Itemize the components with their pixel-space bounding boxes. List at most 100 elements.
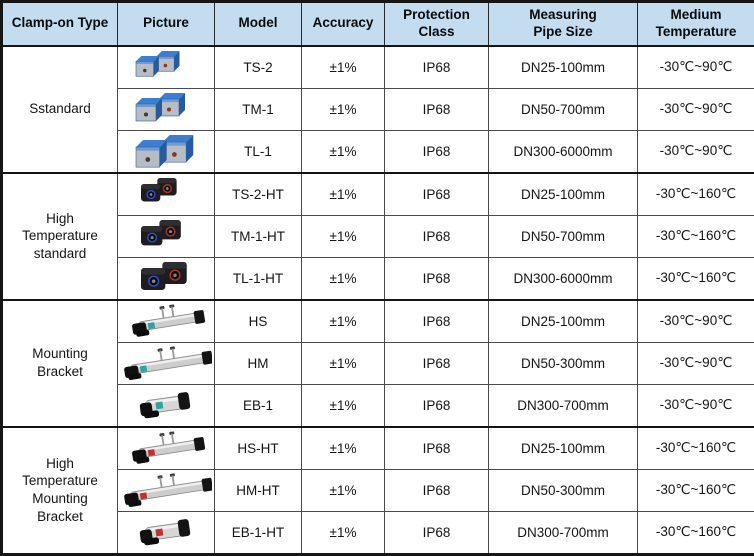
column-header-model: Model [215,2,302,46]
pipe-size-cell: DN300-700mm [489,384,638,427]
model-cell: HS-HT [215,427,302,470]
model-cell: HM-HT [215,469,302,511]
clamp-on-type-cell: Sstandard [2,46,118,173]
protection-class-cell: IP68 [385,88,489,130]
temperature-cell: -30℃~90℃ [638,384,754,427]
temperature-cell: -30℃~160℃ [638,469,754,511]
temperature-cell: -30℃~90℃ [638,342,754,384]
temperature-cell: -30℃~160℃ [638,257,754,300]
accuracy-cell: ±1% [302,469,385,511]
temperature-cell: -30℃~160℃ [638,427,754,470]
model-cell: TL-1-HT [215,257,302,300]
picture-cell [118,342,215,384]
protection-class-cell: IP68 [385,300,489,343]
accuracy-cell: ±1% [302,46,385,89]
picture-cell [118,257,215,300]
blue-transducer-pair-small-image [122,47,210,85]
protection-class-cell: IP68 [385,427,489,470]
clamp-on-type-cell: High Temperature standard [2,173,118,300]
black-transducer-pair-small-image [122,174,210,212]
pipe-size-cell: DN25-100mm [489,300,638,343]
pipe-size-cell: DN300-6000mm [489,257,638,300]
accuracy-cell: ±1% [302,427,385,470]
pipe-size-cell: DN300-700mm [489,511,638,554]
accuracy-cell: ±1% [302,130,385,173]
accuracy-cell: ±1% [302,257,385,300]
column-header-type: Clamp-on Type [2,2,118,46]
picture-cell [118,130,215,173]
protection-class-cell: IP68 [385,173,489,216]
model-cell: HS [215,300,302,343]
bracket-rail-red-image [120,428,212,466]
temperature-cell: -30℃~90℃ [638,300,754,343]
model-cell: TM-1-HT [215,215,302,257]
accuracy-cell: ±1% [302,342,385,384]
black-transducer-pair-medium-image [122,216,210,254]
picture-cell [118,469,215,511]
column-header-accuracy: Accuracy [302,2,385,46]
picture-cell [118,384,215,427]
blue-transducer-pair-medium-image [122,89,210,127]
column-header-protection: Protection Class [385,2,489,46]
accuracy-cell: ±1% [302,300,385,343]
column-header-temperature: Medium Temperature [638,2,754,46]
model-cell: EB-1-HT [215,511,302,554]
model-cell: EB-1 [215,384,302,427]
bracket-compact-red-image [120,512,212,550]
clamp-on-type-cell: High Temperature Mounting Bracket [2,427,118,555]
temperature-cell: -30℃~90℃ [638,46,754,89]
pipe-size-cell: DN50-300mm [489,469,638,511]
picture-cell [118,88,215,130]
protection-class-cell: IP68 [385,46,489,89]
temperature-cell: -30℃~90℃ [638,88,754,130]
clamp-on-type-cell: Mounting Bracket [2,300,118,427]
accuracy-cell: ±1% [302,173,385,216]
picture-cell [118,300,215,343]
protection-class-cell: IP68 [385,469,489,511]
column-header-pipe: Measuring Pipe Size [489,2,638,46]
model-cell: TS-2-HT [215,173,302,216]
temperature-cell: -30℃~160℃ [638,215,754,257]
bracket-rail-teal-image [120,301,212,339]
picture-cell [118,511,215,554]
protection-class-cell: IP68 [385,511,489,554]
accuracy-cell: ±1% [302,384,385,427]
protection-class-cell: IP68 [385,342,489,384]
model-cell: TL-1 [215,130,302,173]
accuracy-cell: ±1% [302,215,385,257]
accuracy-cell: ±1% [302,511,385,554]
pipe-size-cell: DN25-100mm [489,46,638,89]
bracket-rail-long-red-image [120,470,212,508]
model-cell: TM-1 [215,88,302,130]
protection-class-cell: IP68 [385,257,489,300]
bracket-compact-teal-image [120,385,212,423]
pipe-size-cell: DN50-700mm [489,215,638,257]
picture-cell [118,173,215,216]
protection-class-cell: IP68 [385,384,489,427]
pipe-size-cell: DN300-6000mm [489,130,638,173]
temperature-cell: -30℃~90℃ [638,130,754,173]
model-cell: HM [215,342,302,384]
temperature-cell: -30℃~160℃ [638,511,754,554]
pipe-size-cell: DN50-700mm [489,88,638,130]
pipe-size-cell: DN25-100mm [489,427,638,470]
picture-cell [118,427,215,470]
pipe-size-cell: DN50-300mm [489,342,638,384]
model-cell: TS-2 [215,46,302,89]
accuracy-cell: ±1% [302,88,385,130]
pipe-size-cell: DN25-100mm [489,173,638,216]
picture-cell [118,46,215,89]
picture-cell [118,215,215,257]
bracket-rail-long-teal-image [120,343,212,381]
column-header-picture: Picture [118,2,215,46]
protection-class-cell: IP68 [385,215,489,257]
blue-transducer-pair-large-image [122,131,210,169]
